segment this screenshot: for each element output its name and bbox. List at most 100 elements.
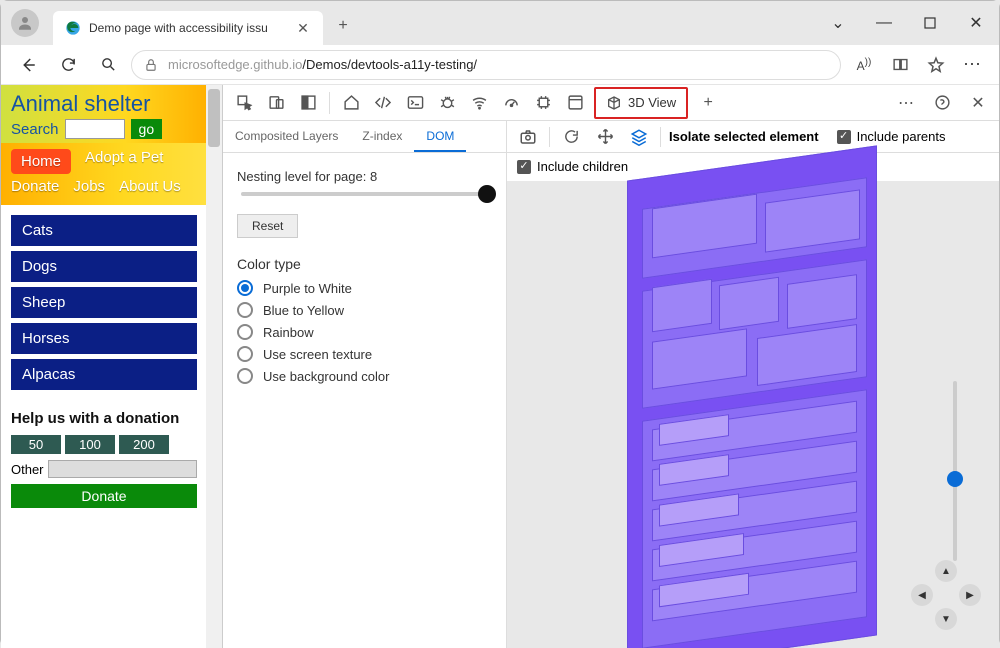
retake-button[interactable] [558, 124, 584, 150]
category-cats[interactable]: Cats [11, 215, 197, 246]
radio-rainbow[interactable]: Rainbow [237, 324, 492, 340]
page-scrollbar[interactable] [206, 85, 222, 648]
nav-donate[interactable]: Donate [11, 178, 59, 195]
category-sheep[interactable]: Sheep [11, 287, 197, 318]
scroll-thumb[interactable] [208, 89, 220, 147]
radio-screen-texture[interactable]: Use screen texture [237, 346, 492, 362]
favorite-button[interactable] [919, 49, 953, 81]
person-icon [16, 14, 34, 32]
close-icon: ✕ [971, 93, 984, 113]
radio-icon [237, 346, 253, 362]
include-parents-checkbox[interactable]: Include parents [837, 129, 946, 144]
tab-dom[interactable]: DOM [414, 121, 466, 152]
nesting-slider[interactable] [241, 192, 488, 196]
reader-button[interactable] [883, 49, 917, 81]
browser-tab[interactable]: Demo page with accessibility issu ✕ [53, 11, 323, 45]
search-label: Search [11, 121, 59, 138]
radio-purple-white[interactable]: Purple to White [237, 280, 492, 296]
radio-blue-yellow[interactable]: Blue to Yellow [237, 302, 492, 318]
category-horses[interactable]: Horses [11, 323, 197, 354]
pan-button[interactable] [592, 124, 618, 150]
pan-up-button[interactable]: ▲ [935, 560, 957, 582]
pan-down-button[interactable]: ▼ [935, 608, 957, 630]
dots-icon: ⋯ [963, 54, 981, 75]
amount-200[interactable]: 200 [119, 435, 169, 454]
donate-button[interactable]: Donate [11, 484, 197, 508]
nav-jobs[interactable]: Jobs [73, 178, 105, 195]
category-alpacas[interactable]: Alpacas [11, 359, 197, 390]
dom-side-panel: Composited Layers Z-index DOM Nesting le… [223, 121, 507, 648]
application-tab[interactable] [560, 88, 590, 118]
elements-tab[interactable] [368, 88, 398, 118]
content-area: Animal shelter Search go Home Adopt a Pe… [1, 85, 999, 648]
radio-icon [237, 280, 253, 296]
tab-z-index[interactable]: Z-index [350, 121, 414, 152]
window-maximize-button[interactable] [907, 7, 953, 39]
3d-view-tab[interactable]: 3D View [594, 87, 688, 119]
window-controls: ⌄ — ✕ [815, 7, 999, 39]
lock-icon [144, 58, 158, 72]
maximize-icon [924, 17, 936, 29]
search-button[interactable] [91, 49, 125, 81]
checkbox-icon [837, 130, 851, 144]
wifi-icon [471, 94, 488, 111]
window-minimize-button[interactable]: — [861, 7, 907, 39]
amount-50[interactable]: 50 [11, 435, 61, 454]
console-tab[interactable] [400, 88, 430, 118]
category-list: Cats Dogs Sheep Horses Alpacas [1, 205, 207, 400]
move-icon [597, 128, 614, 145]
slider-thumb[interactable] [478, 185, 496, 203]
site-header: Animal shelter Search go [1, 85, 207, 143]
read-aloud-button[interactable]: A)) [847, 49, 881, 81]
tab-composited-layers[interactable]: Composited Layers [223, 121, 350, 152]
other-amount-input[interactable] [48, 460, 197, 478]
welcome-tab[interactable] [336, 88, 366, 118]
window-chevron-button[interactable]: ⌄ [815, 7, 861, 39]
device-emulation-button[interactable] [261, 88, 291, 118]
inspect-element-button[interactable] [229, 88, 259, 118]
radio-background-color[interactable]: Use background color [237, 368, 492, 384]
help-icon [934, 94, 951, 111]
screenshot-button[interactable] [515, 124, 541, 150]
devtools-more-button[interactable]: ⋯ [891, 88, 921, 118]
edge-favicon-icon [65, 20, 81, 36]
back-button[interactable] [11, 49, 45, 81]
devtools-close-button[interactable]: ✕ [963, 88, 993, 118]
refresh-button[interactable] [51, 49, 85, 81]
nav-adopt[interactable]: Adopt a Pet [85, 149, 163, 174]
pan-right-button[interactable]: ▶ [959, 584, 981, 606]
dock-button[interactable] [293, 88, 323, 118]
titlebar: Demo page with accessibility issu ✕ + ⌄ … [1, 1, 999, 45]
console-icon [407, 94, 424, 111]
add-tab-button[interactable]: + [694, 94, 722, 112]
devices-icon [268, 94, 285, 111]
tab-close-button[interactable]: ✕ [295, 20, 311, 36]
star-icon [927, 56, 945, 74]
zoom-slider[interactable] [953, 381, 957, 561]
nav-home[interactable]: Home [11, 149, 71, 174]
performance-tab[interactable] [496, 88, 526, 118]
reset-button[interactable]: Reset [237, 214, 298, 238]
site-search-input[interactable] [65, 119, 125, 139]
code-icon [373, 94, 393, 111]
category-dogs[interactable]: Dogs [11, 251, 197, 282]
zoom-thumb[interactable] [947, 471, 963, 487]
3d-canvas[interactable]: ▲ ▼ ◀ ▶ [507, 181, 999, 648]
nav-about[interactable]: About Us [119, 178, 181, 195]
url-field[interactable]: microsoftedge.github.io/Demos/devtools-a… [131, 50, 841, 80]
layers-button[interactable] [626, 124, 652, 150]
rotate-icon [563, 128, 580, 145]
network-tab[interactable] [464, 88, 494, 118]
sources-tab[interactable] [432, 88, 462, 118]
camera-icon [519, 128, 537, 146]
amount-100[interactable]: 100 [65, 435, 115, 454]
profile-button[interactable] [11, 9, 39, 37]
browser-menu-button[interactable]: ⋯ [955, 49, 989, 81]
dom-blocks [547, 163, 907, 648]
search-go-button[interactable]: go [131, 119, 163, 139]
window-close-button[interactable]: ✕ [953, 7, 999, 39]
pan-left-button[interactable]: ◀ [911, 584, 933, 606]
memory-tab[interactable] [528, 88, 558, 118]
devtools-help-button[interactable] [927, 88, 957, 118]
new-tab-button[interactable]: + [329, 12, 357, 40]
